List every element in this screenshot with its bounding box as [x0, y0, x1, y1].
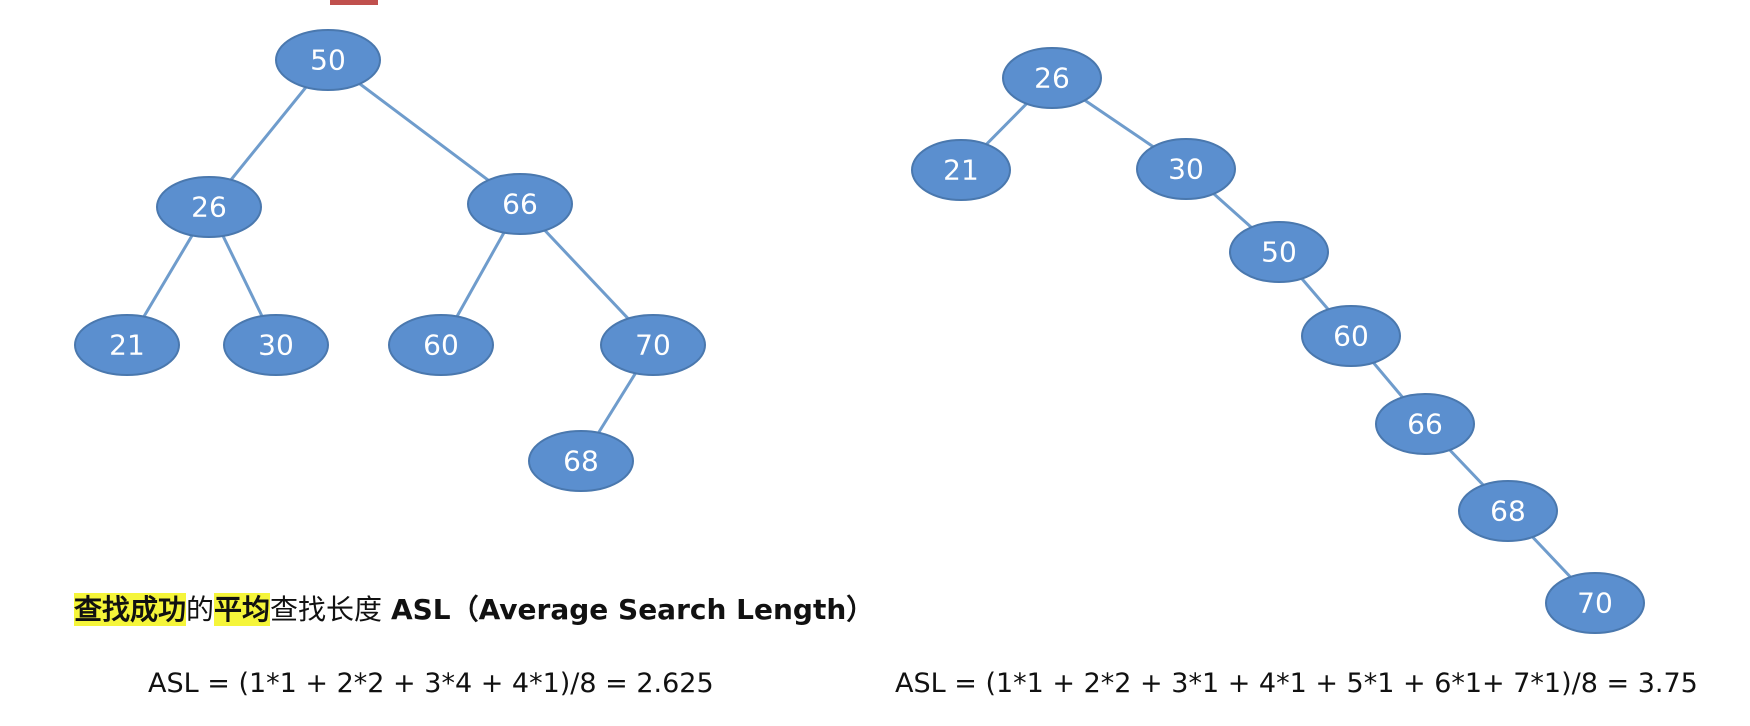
skewed-node-label-30: 30 — [1168, 153, 1204, 186]
skewed-node-68: 68 — [1458, 480, 1558, 542]
heading-text-search-length: 查找长度 — [270, 593, 391, 626]
top-red-mark — [330, 0, 378, 5]
skewed-node-label-70: 70 — [1577, 587, 1613, 620]
skewed-node-shape-66 — [1375, 393, 1475, 455]
heading-highlight-average: 平均 — [214, 593, 271, 626]
skewed-node-shape-68 — [1458, 480, 1558, 542]
heading-highlight-success: 查找成功 — [74, 593, 187, 626]
skewed-node-shape-21 — [911, 139, 1011, 201]
skewed-node-30: 30 — [1136, 138, 1236, 200]
balanced-node-68: 68 — [528, 430, 634, 492]
balanced-node-60: 60 — [388, 314, 494, 376]
skewed-node-50: 50 — [1229, 221, 1329, 283]
skewed-node-21: 21 — [911, 139, 1011, 201]
balanced-node-label-60: 60 — [423, 329, 459, 362]
balanced-tree: 50 26 66 21 30 60 70 68 — [74, 29, 706, 492]
balanced-node-50: 50 — [275, 29, 381, 91]
balanced-node-30: 30 — [223, 314, 329, 376]
balanced-node-label-68: 68 — [563, 445, 599, 478]
heading-text-de: 的 — [186, 593, 215, 626]
skewed-node-label-60: 60 — [1333, 320, 1369, 353]
skewed-node-26: 26 — [1002, 47, 1102, 109]
skewed-node-shape-26 — [1002, 47, 1102, 109]
skewed-node-shape-70 — [1545, 572, 1645, 634]
balanced-node-shape-68 — [528, 430, 634, 492]
balanced-node-label-26: 26 — [191, 191, 227, 224]
formula-skewed: ASL = (1*1 + 2*2 + 3*1 + 4*1 + 5*1 + 6*1… — [895, 668, 1698, 699]
balanced-node-shape-70 — [600, 314, 706, 376]
balanced-node-label-70: 70 — [635, 329, 671, 362]
balanced-node-shape-50 — [275, 29, 381, 91]
skewed-node-label-68: 68 — [1490, 495, 1526, 528]
skewed-node-label-50: 50 — [1261, 236, 1297, 269]
skewed-node-70: 70 — [1545, 572, 1645, 634]
balanced-node-label-30: 30 — [258, 329, 294, 362]
skewed-node-shape-30 — [1136, 138, 1236, 200]
balanced-node-label-50: 50 — [310, 44, 346, 77]
balanced-node-label-66: 66 — [502, 188, 538, 221]
skewed-node-label-26: 26 — [1034, 62, 1070, 95]
balanced-node-66: 66 — [467, 173, 573, 235]
balanced-node-shape-66 — [467, 173, 573, 235]
balanced-node-shape-60 — [388, 314, 494, 376]
skewed-node-label-66: 66 — [1407, 408, 1443, 441]
heading-text-asl: ASL（Average Search Length） — [390, 593, 875, 626]
skewed-node-60: 60 — [1301, 305, 1401, 367]
balanced-node-shape-26 — [156, 176, 262, 238]
balanced-node-label-21: 21 — [109, 329, 145, 362]
skewed-tree: 26 21 30 50 60 66 68 70 — [911, 47, 1645, 634]
skewed-node-66: 66 — [1375, 393, 1475, 455]
balanced-node-21: 21 — [74, 314, 180, 376]
skewed-node-shape-50 — [1229, 221, 1329, 283]
formula-balanced: ASL = (1*1 + 2*2 + 3*4 + 4*1)/8 = 2.625 — [148, 668, 714, 699]
skewed-node-label-21: 21 — [943, 154, 979, 187]
balanced-node-shape-21 — [74, 314, 180, 376]
asl-heading: 查找成功的平均查找长度 ASL（Average Search Length） — [74, 587, 874, 633]
balanced-node-70: 70 — [600, 314, 706, 376]
skewed-node-shape-60 — [1301, 305, 1401, 367]
balanced-node-shape-30 — [223, 314, 329, 376]
balanced-node-26: 26 — [156, 176, 262, 238]
